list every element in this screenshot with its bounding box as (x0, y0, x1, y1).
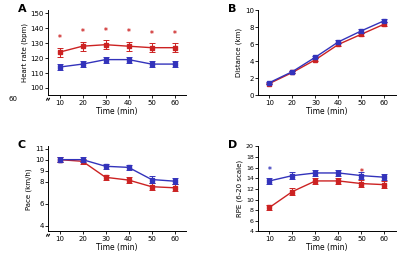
X-axis label: Time (min): Time (min) (96, 243, 138, 252)
X-axis label: Time (min): Time (min) (96, 107, 138, 116)
Y-axis label: RPE (6-20 scale): RPE (6-20 scale) (236, 160, 243, 217)
Text: *: * (58, 34, 62, 43)
Text: *: * (268, 166, 271, 175)
X-axis label: Time (min): Time (min) (306, 107, 348, 116)
X-axis label: Time (min): Time (min) (306, 243, 348, 252)
Text: *: * (360, 168, 364, 177)
Text: C: C (18, 140, 26, 149)
Text: *: * (150, 29, 154, 38)
Text: *: * (80, 28, 84, 37)
Y-axis label: Heart rate (bpm): Heart rate (bpm) (21, 23, 28, 82)
Y-axis label: Distance (km): Distance (km) (236, 28, 242, 77)
Text: B: B (228, 4, 236, 14)
Text: *: * (104, 27, 108, 36)
Text: *: * (173, 29, 176, 38)
Text: D: D (228, 140, 237, 149)
Y-axis label: Pace (km/h): Pace (km/h) (26, 168, 32, 210)
Text: A: A (18, 4, 26, 14)
Text: *: * (127, 28, 130, 37)
Text: 60: 60 (9, 96, 18, 102)
